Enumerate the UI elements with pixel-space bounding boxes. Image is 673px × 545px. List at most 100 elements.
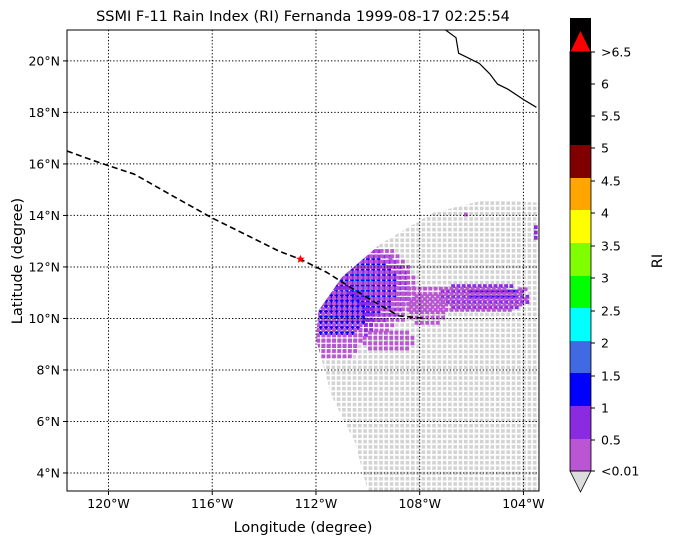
swath-pixel — [336, 386, 341, 391]
rain-pixel — [360, 300, 365, 304]
rain-pixel — [368, 341, 372, 346]
rain-pixel — [481, 292, 486, 296]
swath-pixel — [442, 487, 447, 491]
swath-pixel — [352, 450, 357, 454]
rain-pixel — [401, 280, 405, 285]
swath-pixel — [342, 365, 346, 370]
rain-pixel — [360, 268, 365, 272]
rain-pixel — [350, 302, 355, 307]
rain-pixel — [376, 249, 381, 254]
swath-pixel — [326, 376, 330, 380]
swath-pixel — [453, 461, 457, 465]
rain-pixel — [311, 286, 315, 290]
rain-pixel — [511, 295, 516, 299]
swath-pixel — [485, 222, 489, 227]
rain-pixel — [366, 278, 370, 283]
swath-pixel — [400, 328, 404, 333]
rain-pixel — [497, 308, 502, 312]
swath-pixel — [411, 196, 415, 200]
swath-pixel — [437, 233, 442, 237]
swath-pixel — [395, 339, 399, 343]
swath-pixel — [517, 429, 521, 433]
swath-pixel — [527, 355, 532, 359]
swath-pixel — [474, 381, 479, 386]
swath-pixel — [490, 238, 495, 242]
swath-pixel — [432, 217, 436, 221]
swath-pixel — [458, 275, 463, 280]
swath-pixel — [405, 476, 410, 481]
swath-pixel — [432, 476, 436, 481]
rain-pixel — [345, 318, 349, 323]
swath-pixel — [331, 376, 336, 380]
swath-pixel — [495, 461, 500, 465]
swath-pixel — [517, 328, 521, 333]
rain-pixel — [445, 289, 450, 294]
rain-pixel — [376, 273, 381, 278]
rain-pixel — [389, 330, 394, 335]
rain-pixel — [342, 306, 347, 311]
swath-pixel — [390, 196, 394, 200]
swath-pixel — [384, 461, 389, 465]
rain-pixel — [435, 299, 440, 304]
swath-pixel — [379, 397, 383, 401]
swath-pixel — [363, 376, 367, 380]
swath-pixel — [331, 201, 336, 205]
rain-pixel — [311, 307, 315, 311]
swath-pixel — [363, 217, 367, 221]
rain-pixel — [311, 334, 315, 338]
swath-pixel — [527, 455, 532, 460]
swath-pixel — [458, 482, 463, 486]
swath-pixel — [532, 418, 537, 423]
rain-pixel — [342, 243, 347, 248]
swath-background — [305, 196, 539, 491]
rain-pixel — [332, 296, 336, 300]
rain-pixel — [326, 280, 331, 285]
swath-pixel — [352, 386, 357, 391]
rain-pixel — [374, 291, 379, 296]
swath-pixel — [347, 402, 351, 407]
swath-pixel — [363, 355, 367, 359]
rain-pixel — [366, 291, 371, 296]
rain-pixel — [334, 291, 339, 296]
rain-pixel — [345, 313, 349, 317]
swath-pixel — [495, 445, 500, 449]
swath-pixel — [405, 370, 410, 375]
swath-pixel — [490, 201, 495, 205]
swath-pixel — [373, 450, 378, 454]
swath-pixel — [368, 355, 373, 359]
swath-pixel — [368, 333, 373, 338]
rain-pixel — [350, 273, 354, 278]
swath-pixel — [522, 302, 526, 306]
swath-pixel — [342, 408, 346, 412]
swath-pixel — [458, 402, 463, 407]
swath-pixel — [400, 408, 404, 412]
swath-pixel — [432, 312, 436, 317]
swath-pixel — [395, 333, 399, 338]
swath-pixel — [511, 370, 516, 375]
swath-pixel — [448, 461, 452, 465]
swath-pixel — [305, 334, 309, 338]
rain-pixel — [392, 294, 397, 299]
swath-pixel — [458, 455, 463, 460]
swath-pixel — [458, 344, 463, 348]
rain-pixel — [344, 262, 349, 267]
swath-pixel — [522, 360, 526, 364]
swath-pixel — [363, 423, 367, 428]
rain-pixel — [425, 299, 430, 304]
swath-pixel — [448, 349, 452, 354]
swath-pixel — [336, 227, 341, 232]
rain-pixel — [326, 259, 331, 264]
swath-pixel — [469, 259, 473, 264]
swath-pixel — [490, 249, 495, 253]
swath-pixel — [522, 243, 526, 248]
swath-pixel — [411, 349, 415, 354]
swath-pixel — [305, 276, 309, 280]
rain-pixel — [430, 294, 435, 299]
swath-pixel — [517, 270, 521, 274]
rain-pixel — [376, 262, 381, 267]
swath-pixel — [326, 434, 330, 439]
rain-pixel — [369, 328, 374, 332]
rain-pixel — [358, 254, 363, 259]
swath-pixel — [379, 450, 383, 454]
rain-pixel — [350, 315, 355, 320]
